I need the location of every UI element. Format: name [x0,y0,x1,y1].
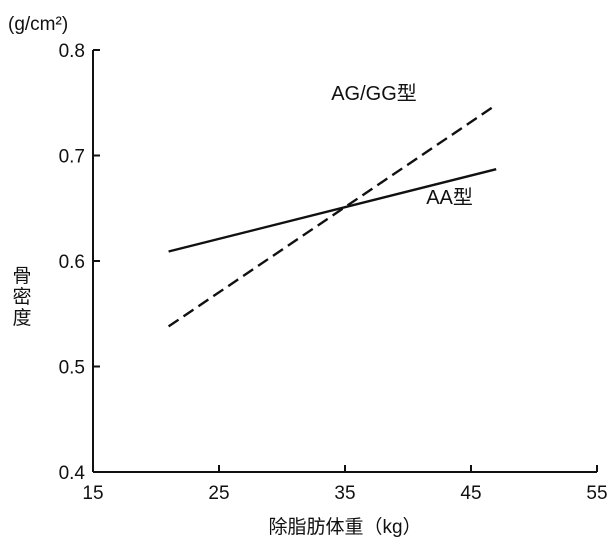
x-axis-label: 除脂肪体重（kg） [268,516,421,538]
y-tick-label: 0.6 [59,252,85,273]
y-axis-unit: (g/cm²) [8,14,68,35]
x-tick-label: 15 [82,483,103,504]
series-label-ag-gg: AG/GG型 [331,82,417,105]
y-axis-label: 骨密度 [12,266,31,329]
y-tick-label: 0.7 [59,147,85,168]
series-label-aa: AA型 [426,186,473,209]
x-tick-label: 35 [334,483,355,504]
series: AA型 AG/GG型 [167,82,497,328]
series-line-aa [168,168,497,253]
y-tick-label: 0.5 [59,358,85,379]
labels: (g/cm²) 除脂肪体重（kg） 骨密度 [8,14,422,538]
ticks: 15 25 35 45 55 0.4 0.5 0.6 0.7 0.8 [59,41,608,504]
x-tick-label: 45 [460,483,481,504]
x-tick-label: 25 [208,483,229,504]
y-tick-label: 0.8 [59,41,85,62]
x-tick-label: 55 [586,483,607,504]
series-line-ag-gg [167,103,497,328]
y-tick-label: 0.4 [59,463,86,484]
axes [92,50,597,473]
